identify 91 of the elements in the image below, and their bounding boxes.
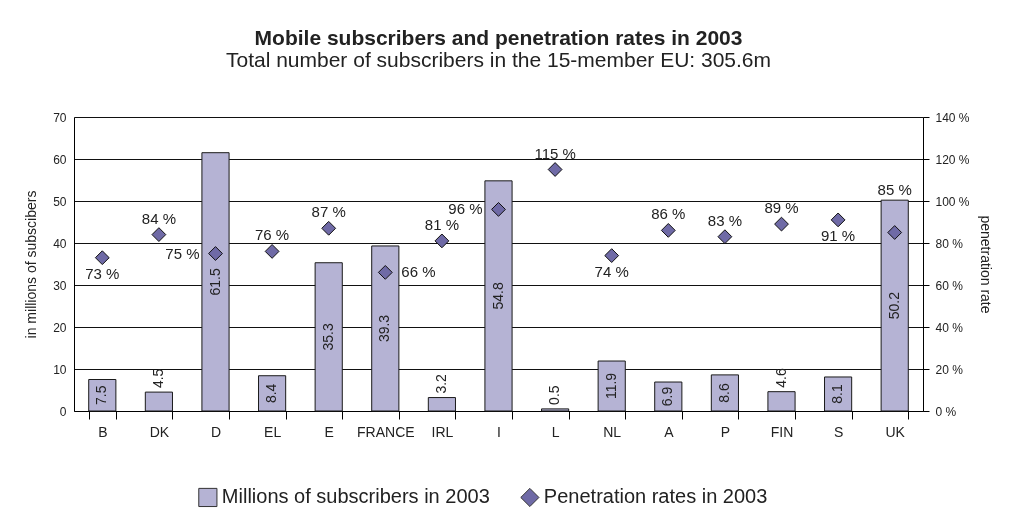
data-label: 8.1: [829, 384, 846, 404]
y-tick-label: 0: [59, 404, 67, 419]
data-label: 39.3: [376, 314, 393, 343]
point: [774, 216, 789, 232]
x-tick-label: I: [497, 423, 501, 440]
data-label: 35.3: [319, 323, 336, 351]
legend-label: Penetration rates in 2003: [543, 485, 768, 508]
point: [547, 162, 563, 177]
data-label: 66 %: [401, 263, 436, 281]
data-label: 89 %: [764, 199, 799, 217]
point: [377, 265, 393, 280]
x-tick-label: UK: [885, 423, 906, 440]
y-tick-label: 20: [53, 320, 67, 335]
y2-tick-label: 0 %: [935, 404, 957, 419]
x-tick-label: E: [324, 423, 334, 440]
data-label: 75 %: [165, 244, 200, 262]
data-label: 6.9: [659, 386, 676, 407]
x-tick-label: P: [720, 423, 731, 440]
x-tick-label: L: [551, 423, 560, 440]
x-tick-label: A: [664, 423, 675, 440]
bar: [258, 375, 287, 412]
point: [491, 202, 506, 217]
data-label: 84 %: [141, 209, 176, 227]
point: [660, 223, 676, 238]
y2-tick-label: 40 %: [935, 320, 964, 335]
point: [151, 227, 167, 242]
x-tick-label: IRL: [431, 423, 454, 440]
y2-tick-label: 60 %: [935, 278, 964, 293]
bar: [541, 408, 570, 412]
data-label: 8.6: [715, 383, 732, 403]
data-label: 4.6: [772, 368, 789, 388]
legend-label: Millions of subscribers in 2003: [221, 485, 490, 508]
bar: [710, 374, 739, 412]
chart-title: Mobile subscribers and penetration rates in 2003: [254, 26, 743, 49]
data-label: 83 %: [707, 211, 742, 229]
bar: [824, 376, 853, 412]
bar: [88, 379, 117, 412]
y-tick-label: 50: [53, 194, 67, 209]
x-tick-label: D: [210, 423, 222, 440]
y2-axis-title: penetration rate: [977, 215, 994, 314]
y-tick-label: 30: [53, 278, 67, 293]
data-label: 91 %: [821, 226, 856, 244]
point: [434, 233, 450, 249]
chart-subtitle: Total number of subscribers in the 15-member EU: 305.6m: [225, 48, 772, 71]
y2-tick-label: 20 %: [935, 362, 964, 377]
y2-tick-label: 140 %: [935, 110, 970, 125]
x-tick-label: FIN: [770, 423, 794, 440]
x-tick-label: FRANCE: [357, 423, 415, 440]
point: [604, 248, 620, 263]
data-label: 74 %: [594, 262, 629, 280]
x-tick-label: DK: [149, 423, 170, 440]
data-label: 54.8: [489, 282, 506, 310]
y-tick-label: 10: [53, 362, 67, 377]
data-label: 61.5: [206, 268, 223, 296]
point: [94, 250, 110, 266]
bar: [144, 391, 173, 412]
y2-tick-label: 100 %: [935, 194, 970, 209]
y2-tick-label: 80 %: [935, 236, 964, 251]
x-tick-label: NL: [603, 423, 622, 440]
data-label: 81 %: [424, 215, 459, 233]
data-label: 50.2: [885, 291, 902, 320]
point: [321, 220, 337, 236]
data-label: 4.5: [149, 368, 166, 389]
data-label: 87 %: [311, 203, 346, 221]
data-label: 7.5: [93, 385, 110, 405]
y2-tick-label: 120 %: [935, 152, 970, 167]
point: [887, 225, 903, 240]
data-label: 73 %: [85, 264, 120, 282]
data-label: 3.2: [432, 373, 449, 394]
point: [717, 229, 733, 245]
data-label: 11.9: [602, 372, 619, 400]
data-label: 0.5: [546, 385, 563, 405]
data-label: 86 %: [651, 205, 686, 223]
data-label: 96 %: [448, 200, 483, 218]
bar: [427, 397, 456, 412]
bar: [767, 391, 796, 412]
x-tick-label: S: [833, 423, 844, 440]
y-tick-label: 60: [53, 152, 67, 167]
data-label: 85 %: [877, 181, 912, 199]
x-tick-label: B: [98, 423, 108, 440]
y-tick-label: 40: [53, 236, 67, 251]
data-label: 115 %: [534, 144, 576, 162]
point: [264, 244, 280, 259]
point: [830, 212, 846, 228]
x-tick-label: EL: [264, 423, 282, 440]
bar: [654, 381, 683, 412]
data-label: 8.4: [263, 383, 280, 404]
point: [208, 246, 223, 261]
y-axis-title: in millions of subscibers: [23, 190, 40, 339]
data-label: 76 %: [255, 226, 290, 244]
y-tick-label: 70: [53, 110, 67, 125]
